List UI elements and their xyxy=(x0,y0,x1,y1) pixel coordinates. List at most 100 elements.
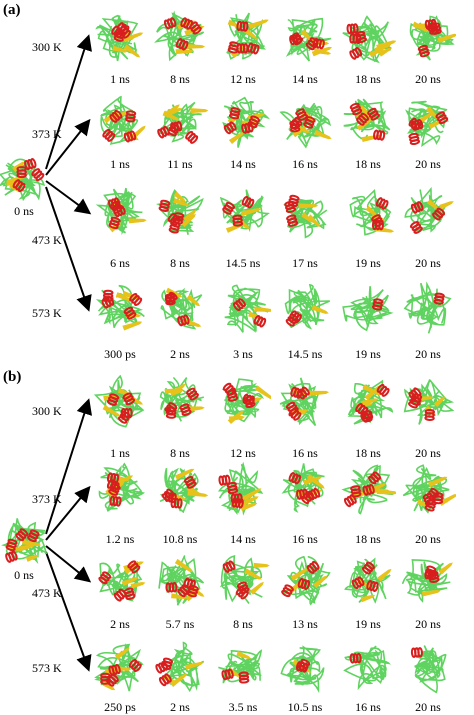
protein-structure xyxy=(226,12,269,60)
protein-structure xyxy=(402,464,456,514)
temperature-label: 300 K xyxy=(32,40,62,54)
time-label: 3.5 ns xyxy=(228,700,258,714)
protein-structure xyxy=(94,643,144,692)
time-label: 16 ns xyxy=(292,446,318,460)
time-label: 8 ns xyxy=(170,72,190,86)
temperature-label: 573 K xyxy=(32,661,62,675)
protein-structure xyxy=(281,555,331,606)
protein-structure xyxy=(155,641,205,693)
time-label: 8 ns xyxy=(233,617,253,631)
protein-structure xyxy=(280,645,325,694)
protein-structure xyxy=(160,287,203,330)
temperature-label: 300 K xyxy=(32,404,62,418)
protein-structure xyxy=(219,189,270,233)
time-label: 5.7 ns xyxy=(165,617,195,631)
protein-structure xyxy=(222,96,270,148)
time-label: 18 ns xyxy=(355,532,381,546)
temperature-label: 473 K xyxy=(32,233,62,247)
protein-structure xyxy=(279,377,330,427)
protein-structure xyxy=(159,377,205,422)
time-label: 18 ns xyxy=(355,72,381,86)
protein-structure xyxy=(218,649,263,684)
time-label: 10.5 ns xyxy=(287,700,323,714)
protein-structure xyxy=(159,467,208,514)
time-label: 1.2 ns xyxy=(105,532,135,546)
time-label: 20 ns xyxy=(415,72,441,86)
protein-structure xyxy=(349,188,395,236)
origin-time-label: 0 ns xyxy=(14,568,34,582)
trajectory-arrow xyxy=(45,180,92,215)
panel-label: (b) xyxy=(3,369,22,385)
time-label: 19 ns xyxy=(355,347,381,361)
time-label: 12 ns xyxy=(230,446,256,460)
time-label: 20 ns xyxy=(415,157,441,171)
protein-structure xyxy=(343,645,391,691)
time-label: 11 ns xyxy=(167,157,193,171)
time-label: 2 ns xyxy=(170,347,190,361)
temperature-label: 473 K xyxy=(32,586,62,600)
protein-structure xyxy=(404,186,454,234)
time-label: 16 ns xyxy=(355,700,381,714)
time-label: 20 ns xyxy=(415,256,441,270)
protein-structure xyxy=(405,100,449,148)
protein-structure xyxy=(347,379,394,425)
origin-structure xyxy=(0,158,46,202)
origin-structure xyxy=(1,518,48,565)
protein-structure xyxy=(343,98,391,142)
time-label: 8 ns xyxy=(170,446,190,460)
protein-structure xyxy=(93,374,145,428)
protein-structure xyxy=(95,284,145,331)
protein-structure xyxy=(95,14,144,62)
time-label: 1 ns xyxy=(110,157,130,171)
time-label: 3 ns xyxy=(233,347,253,361)
protein-structure xyxy=(342,286,394,332)
protein-structure xyxy=(158,555,205,606)
protein-structure xyxy=(409,15,456,61)
protein-structure xyxy=(224,284,271,333)
time-label: 1 ns xyxy=(110,446,130,460)
time-label: 1 ns xyxy=(110,72,130,86)
time-label: 2 ns xyxy=(110,617,130,631)
protein-structure xyxy=(283,194,328,239)
protein-structure xyxy=(341,464,396,515)
time-label: 13 ns xyxy=(292,617,318,631)
time-label: 20 ns xyxy=(415,532,441,546)
protein-structure xyxy=(157,101,208,144)
protein-structure xyxy=(100,95,146,145)
trajectory-arrow xyxy=(45,398,92,535)
time-label: 12 ns xyxy=(230,72,256,86)
time-label: 19 ns xyxy=(355,256,381,270)
protein-structure xyxy=(217,461,264,516)
temperature-label: 373 K xyxy=(32,492,62,506)
time-label: 17 ns xyxy=(292,256,318,270)
protein-structure xyxy=(281,463,325,513)
trajectory-arrow xyxy=(45,34,92,170)
time-label: 14 ns xyxy=(230,157,256,171)
origin-time-label: 0 ns xyxy=(14,204,34,218)
time-label: 18 ns xyxy=(355,446,381,460)
protein-structure xyxy=(403,281,452,334)
time-label: 18 ns xyxy=(355,157,381,171)
trajectory-arrow xyxy=(45,485,91,541)
protein-structure xyxy=(154,10,206,62)
protein-structure xyxy=(279,102,332,149)
time-label: 16 ns xyxy=(292,157,318,171)
time-label: 19 ns xyxy=(355,617,381,631)
trajectory-arrow xyxy=(45,545,92,583)
time-label: 14.5 ns xyxy=(287,347,323,361)
time-label: 2 ns xyxy=(170,700,190,714)
time-label: 300 ps xyxy=(104,347,136,361)
protein-structure xyxy=(402,559,453,603)
time-label: 8 ns xyxy=(170,256,190,270)
time-label: 16 ns xyxy=(292,532,318,546)
panel-label: (a) xyxy=(3,2,21,18)
trajectory-arrow xyxy=(45,118,91,176)
protein-structure xyxy=(221,378,271,425)
protein-structure xyxy=(98,462,145,512)
protein-structure xyxy=(342,15,396,64)
time-label: 20 ns xyxy=(415,446,441,460)
protein-structure xyxy=(284,283,331,330)
time-label: 250 ps xyxy=(104,700,136,714)
time-label: 20 ns xyxy=(415,617,441,631)
